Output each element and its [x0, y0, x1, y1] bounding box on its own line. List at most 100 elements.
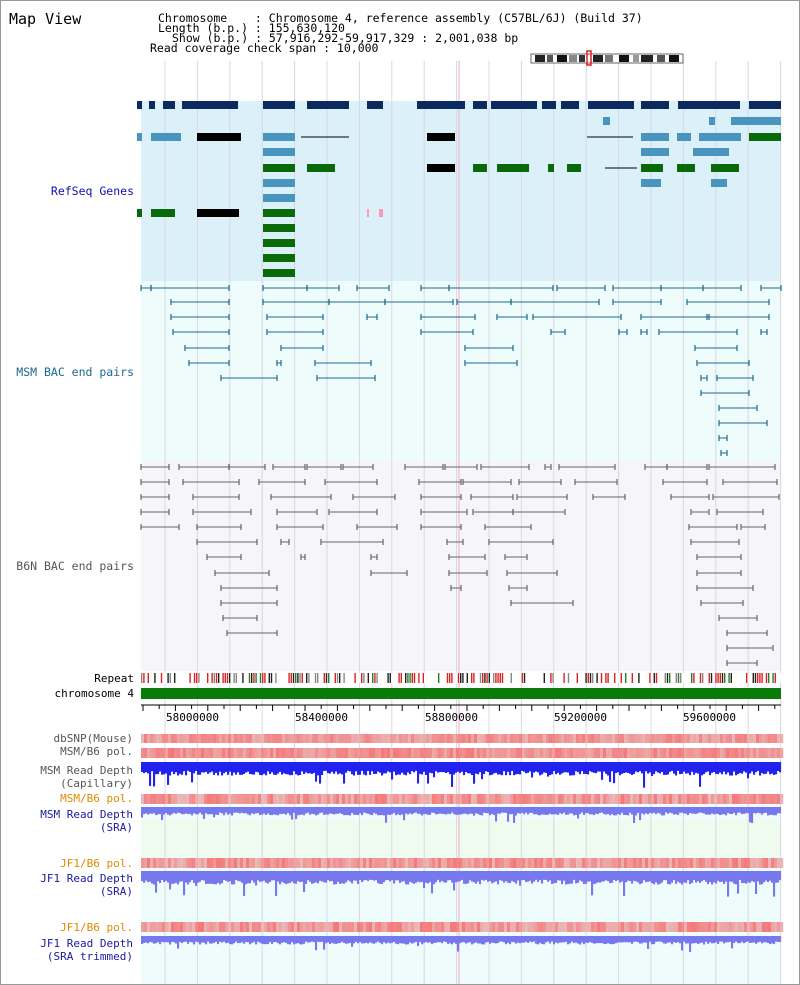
jf1-b6-pol-heat-cell — [495, 858, 499, 868]
jf1-sra-trimmed-depth-bar — [361, 936, 364, 944]
msm-sra-depth-bar — [669, 807, 672, 813]
msm-b6-pol-heat-cell — [288, 794, 292, 804]
msm-capillary-depth-bar — [705, 762, 708, 773]
msm-sra-depth-bar — [513, 807, 516, 823]
dbsnp-heat-cell — [261, 734, 265, 743]
jf1-sra-trimmed-depth-bar — [157, 936, 160, 943]
msm-sra-depth-bar — [271, 807, 274, 816]
msm-b6-pol-heat-cell — [747, 748, 751, 758]
msm-sra-depth-bar — [361, 807, 364, 816]
msm-b6-pol-heat-cell — [447, 748, 451, 758]
msm-capillary-depth-bar — [329, 762, 332, 774]
msm-capillary-depth-bar — [659, 762, 662, 774]
dbsnp-heat-cell — [459, 734, 463, 743]
repeat-element — [473, 673, 475, 683]
repeat-element — [649, 673, 651, 683]
jf1-sra-trimmed-depth-bar — [245, 936, 248, 943]
dbsnp-heat-cell — [213, 734, 217, 743]
jf1-b6-pol-heat-cell — [189, 858, 193, 868]
jf1-sra-trimmed-depth-bar — [489, 936, 492, 944]
msm-capillary-depth-bar — [651, 762, 654, 776]
jf1-sra-trimmed-depth-bar — [549, 936, 552, 944]
jf1-sra-depth-bar — [329, 871, 332, 882]
msm-b6-pol-heat-cell — [420, 748, 424, 758]
msm-sra-depth-bar — [729, 807, 732, 814]
jf1-sra-depth-bar — [471, 871, 474, 882]
msm-b6-pol-heat-cell — [666, 748, 670, 758]
jf1-b6-pol-heat-cell — [483, 858, 487, 868]
msm-sra-depth-bar — [501, 807, 504, 813]
msm-b6-pol-heat-cell — [168, 794, 172, 804]
jf1-b6-pol-heat-cell — [429, 922, 433, 932]
msm-bac-track-label[interactable]: MSM BAC end pairs — [16, 365, 134, 379]
jf1-b6-pol-heat-cell — [312, 858, 316, 868]
dbsnp-heat-cell — [543, 734, 547, 743]
dbsnp-heat-cell — [288, 734, 292, 743]
msm-capillary-depth-bar — [513, 762, 516, 776]
msm-b6-pol-heat-cell — [426, 748, 430, 758]
msm-b6-pol-heat-cell — [669, 748, 673, 758]
jf1-b6-pol-heat-cell — [654, 858, 658, 868]
repeat-element — [446, 673, 449, 683]
jf1-sra-trimmed-depth-bar — [371, 936, 374, 944]
msm-capillary-depth-bar — [275, 762, 278, 775]
msm-sra-depth-bar — [313, 807, 316, 815]
jf1-b6-pol-heat-cell — [771, 922, 775, 932]
msm-sra-depth-bar — [341, 807, 344, 814]
msm-sra-depth-bar — [649, 807, 652, 813]
msm-sra-depth-bar — [723, 807, 726, 815]
jf1-b6-pol-heat-cell — [294, 922, 298, 932]
msm-b6-pol-heat-cell — [399, 748, 403, 758]
msm-sra-depth-bar — [603, 807, 606, 814]
jf1-sra-depth-bar — [481, 871, 484, 880]
msm-capillary-depth-bar — [739, 762, 742, 774]
repeat-element — [387, 673, 389, 683]
jf1-b6-pol-heat-cell — [375, 858, 379, 868]
jf1-sra-trimmed-depth-bar — [577, 936, 580, 944]
msm-capillary-depth-bar — [423, 762, 426, 772]
dbsnp-heat-cell — [402, 734, 406, 743]
msm-b6-pol-heat-cell — [153, 748, 157, 758]
msm-capillary-depth-bar — [359, 762, 362, 775]
msm-b6-pol-heat-cell — [462, 748, 466, 758]
jf1-sra-depth-bar — [199, 871, 202, 882]
msm-b6-pol-heat-cell — [267, 794, 271, 804]
jf1-sra-trimmed-depth-bar — [541, 936, 544, 944]
msm-b6-pol-heat-cell — [318, 794, 322, 804]
dbsnp-heat-cell — [690, 734, 694, 743]
msm-sra-depth-bar — [665, 807, 668, 813]
msm-capillary-depth-bar — [689, 762, 692, 776]
msm-capillary-depth-bar — [525, 762, 528, 774]
jf1-sra-depth-bar — [473, 871, 476, 883]
jf1-b6-pol-heat-cell — [552, 922, 556, 932]
dbsnp-heat-cell — [609, 734, 613, 743]
msm-capillary-depth-bar — [573, 762, 576, 776]
msm-capillary-depth-bar — [451, 762, 454, 787]
jf1-b6-pol-heat-cell — [480, 922, 484, 932]
dbsnp-heat-cell — [552, 734, 556, 743]
msm-capillary-depth-bar — [191, 762, 194, 783]
msm-sra-depth-bar — [423, 807, 426, 815]
jf1-sra-depth-bar — [391, 871, 394, 881]
refseq-track-label[interactable]: RefSeq Genes — [50, 184, 134, 198]
jf1-sra-depth-bar — [325, 871, 328, 883]
dbsnp-heat-cell — [681, 734, 685, 743]
msm-sra-depth-bar — [487, 807, 490, 814]
jf1-b6-pol-heat-cell — [438, 922, 442, 932]
jf1-b6-pol-heat-cell — [723, 922, 727, 932]
msm-capillary-depth-bar — [225, 762, 228, 772]
b6n-bac-track-label[interactable]: B6N BAC end pairs — [16, 559, 134, 573]
jf1-b6-pol-heat-cell — [705, 858, 709, 868]
jf1-b6-pol-heat-cell — [459, 858, 463, 868]
dbsnp-heat-cell — [198, 734, 202, 743]
jf1-b6-pol-heat-cell — [774, 922, 778, 932]
msm-sra-depth-bar — [337, 807, 340, 814]
msm-b6-pol-heat-cell — [687, 794, 691, 804]
msm-b6-pol-heat-cell — [567, 748, 571, 758]
jf1-b6-pol-heat-cell — [183, 922, 187, 932]
gene-block — [263, 194, 295, 202]
msm-capillary-depth-bar — [417, 762, 420, 784]
dbsnp-heat-cell — [279, 734, 283, 743]
msm-b6-pol-heat-cell — [720, 794, 724, 804]
